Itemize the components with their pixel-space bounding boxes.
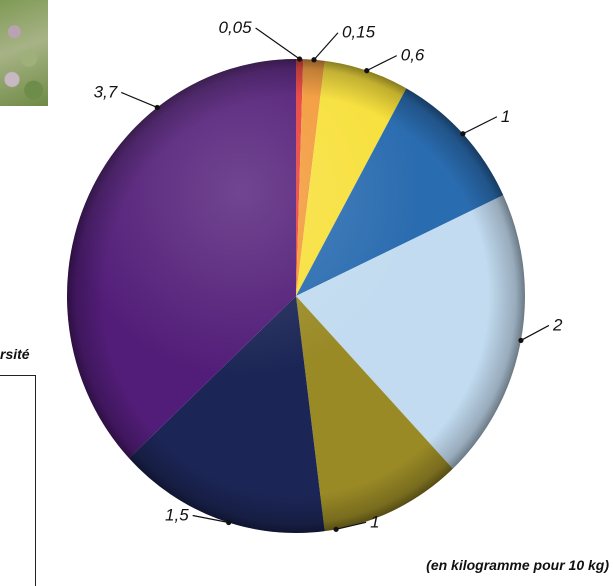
leader-line [335, 521, 367, 530]
slice-label: 3,7 [94, 82, 118, 101]
slice-label: 1 [501, 107, 510, 126]
slice-label: 2 [552, 315, 563, 334]
leader-line [255, 27, 300, 60]
plant-photo [0, 0, 48, 106]
slice-label: 0,6 [401, 46, 425, 65]
leader-line [462, 116, 498, 135]
leader-dot [333, 526, 339, 532]
slice-label: 0,15 [342, 23, 376, 42]
leader-line [313, 32, 339, 61]
unit-note: (en kilogramme pour 10 kg) [426, 557, 609, 573]
cropped-text-fragment: rsité [0, 346, 30, 362]
pie-gloss [67, 59, 525, 533]
slice-label: 1 [370, 512, 379, 531]
leader-line [366, 55, 398, 72]
leader-line [520, 324, 550, 341]
leader-line [192, 514, 229, 524]
cropped-frame-border [0, 375, 36, 586]
slice-label: 1,5 [165, 506, 189, 525]
slice-label: 0,05 [219, 18, 253, 37]
leader-line [121, 91, 158, 109]
